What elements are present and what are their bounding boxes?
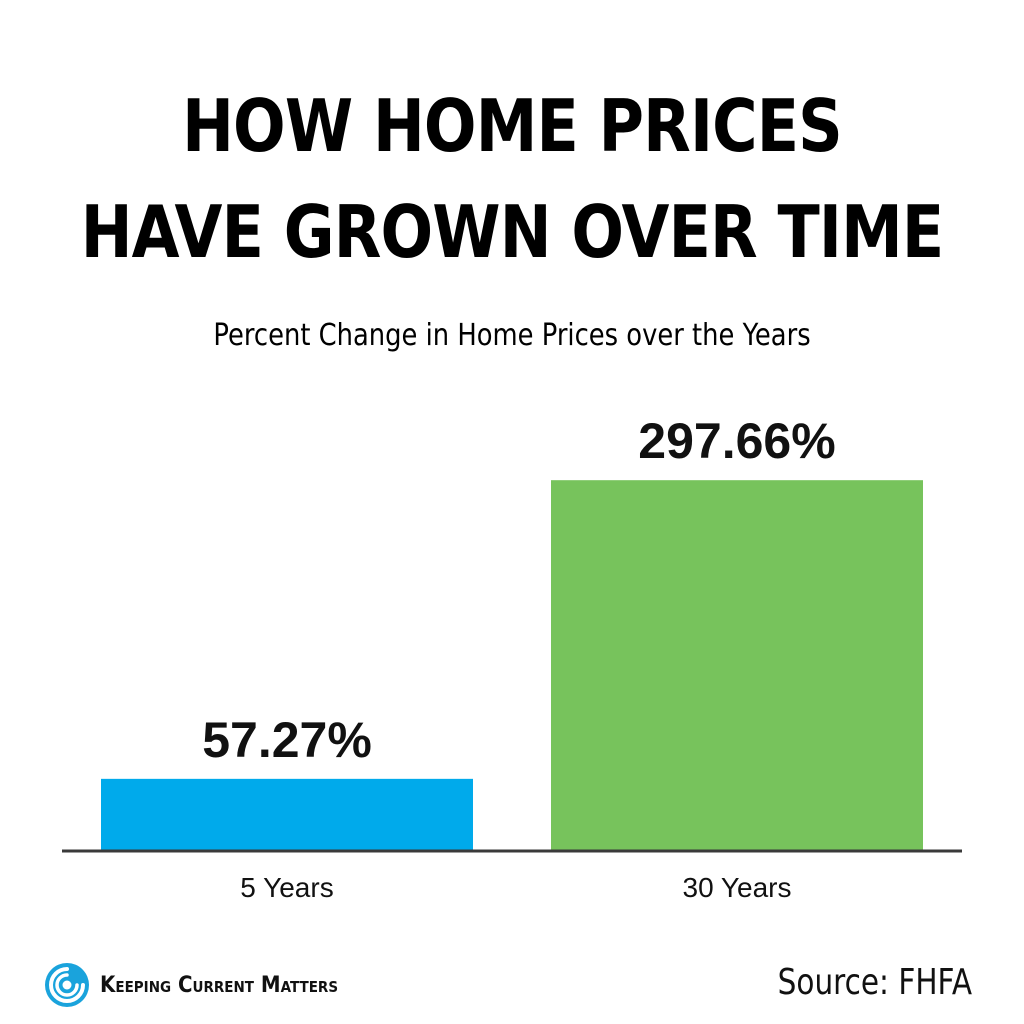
source-label: Source: FHFA (777, 962, 972, 1003)
category-label-0: 5 Years (240, 872, 333, 903)
bar-0 (101, 778, 473, 850)
value-label-0: 57.27% (202, 712, 372, 768)
title-line-2: HAVE GROWN OVER TIME (80, 190, 944, 274)
category-label-1: 30 Years (683, 872, 792, 903)
brand-logo: Keeping Current Matters (44, 960, 365, 1010)
value-label-1: 297.66% (638, 413, 835, 469)
bar-1 (551, 480, 923, 850)
brand-name: Keeping Current Matters (100, 972, 339, 998)
title-line-1: HOW HOME PRICES (182, 84, 843, 168)
chart-subtitle: Percent Change in Home Prices over the Y… (213, 318, 811, 353)
swirl-logo-icon (45, 963, 89, 1007)
